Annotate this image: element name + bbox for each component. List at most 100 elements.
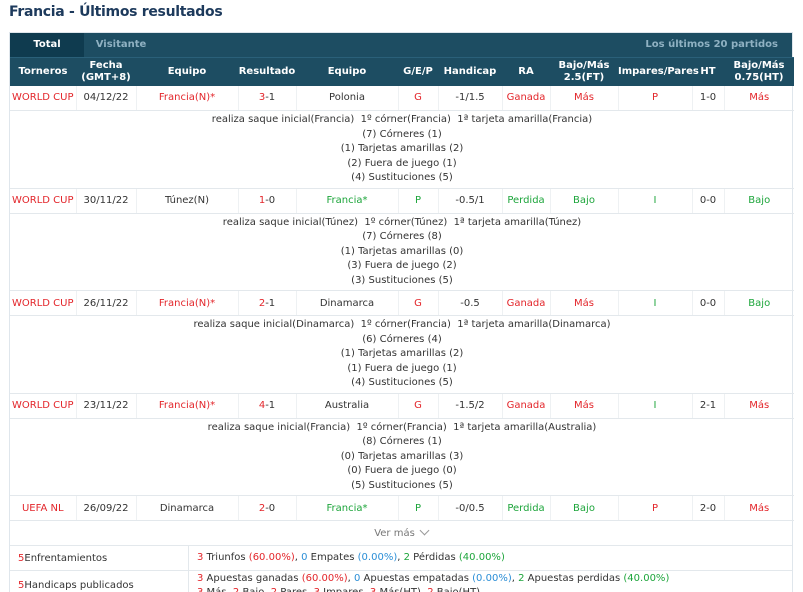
score-home: 2 — [258, 297, 266, 309]
match-score[interactable]: 3-1 — [238, 85, 297, 111]
pct: (0.00%) — [472, 572, 512, 584]
away-team-link[interactable]: Francia* — [296, 495, 399, 521]
match-row: WORLD CUP 23/11/22 Francia(N)* 4-1 Australia… — [10, 393, 794, 419]
column-header: Handicap — [438, 57, 502, 86]
count: 2 — [270, 586, 278, 592]
last-matches-selector[interactable]: Los últimos 20 partidos — [645, 39, 778, 50]
over-under-ht: Bajo — [724, 290, 794, 316]
score-away: -0 — [265, 502, 276, 514]
over-under-ht: Más — [724, 495, 794, 521]
match-score[interactable]: 1-0 — [238, 188, 297, 214]
match-date: 26/09/22 — [76, 495, 137, 521]
count: 2 — [403, 552, 410, 563]
half-time-score: 2-1 — [692, 393, 725, 419]
detail-line: (7) Córneres (1) — [362, 128, 442, 140]
away-team-link[interactable]: Francia* — [296, 188, 399, 214]
label: Apuestas ganadas — [203, 572, 302, 584]
home-team-link[interactable]: Francia(N)* — [136, 290, 239, 316]
tab-visitante[interactable]: Visitante — [95, 39, 147, 50]
detail-line: (8) Córneres (1) — [362, 436, 442, 447]
result-gep: G — [398, 290, 439, 316]
away-team-link[interactable]: Australia — [296, 393, 399, 419]
match-date: 23/11/22 — [76, 393, 137, 419]
column-header: Fecha (GMT+8) — [76, 57, 136, 86]
half-time-score: 0-0 — [692, 290, 725, 316]
away-team-link[interactable]: Polonia — [296, 85, 399, 111]
half-time-score: 1-0 — [692, 85, 725, 111]
ver-mas-label: Ver más — [374, 528, 415, 539]
label: Impares, — [319, 586, 370, 592]
detail-line: realiza saque inicial(Francia) 1º córner… — [211, 114, 593, 125]
detail-line: (4) Sustituciones (5) — [351, 377, 453, 388]
handicap-value: -1.5/2 — [438, 393, 503, 419]
results-table: Torneros Fecha (GMT+8) Equipo Resultado Equi… — [10, 57, 794, 521]
summary-enfrentamientos: 5 Enfrentamientos 3 Triunfos (60.00%), 0… — [10, 546, 792, 571]
summary-line2: 3 Más, 2 Bajo, 2 Pares, 3 Impares, 3 Más… — [197, 586, 669, 592]
match-detail: realiza saque inicial(Francia) 1º córner… — [10, 110, 794, 189]
column-header: HT — [692, 57, 724, 86]
score-home: 3 — [258, 92, 266, 104]
count: 3 — [197, 586, 204, 592]
match-detail: realiza saque inicial(Dinamarca) 1º córn… — [10, 315, 794, 394]
match-detail-row: realiza saque inicial(Francia) 1º córner… — [10, 418, 794, 496]
column-header: Resultado — [238, 57, 296, 86]
count: 3 — [313, 586, 320, 592]
match-detail-row: realiza saque inicial(Dinamarca) 1º córn… — [10, 315, 794, 394]
detail-line: realiza saque inicial(Francia) 1º córner… — [207, 421, 597, 433]
ver-mas-button[interactable]: Ver más — [10, 521, 792, 546]
handicap-value: -0.5/1 — [438, 188, 503, 214]
count: 5 — [18, 552, 25, 564]
match-score[interactable]: 2-0 — [238, 495, 297, 521]
odd-even: I — [618, 393, 693, 419]
summary-label: 5 Handicaps publicados — [10, 571, 189, 592]
tournament-link[interactable]: WORLD CUP — [10, 85, 77, 111]
column-header: Equipo — [296, 57, 398, 86]
home-team-link[interactable]: Dinamarca — [136, 495, 239, 521]
tab-bar: Total Visitante Los últimos 20 partidos — [10, 33, 792, 57]
home-team-link[interactable]: Francia(N)* — [136, 85, 239, 111]
result-gep: P — [398, 188, 439, 214]
over-under-ft: Bajo — [550, 495, 619, 521]
home-team-link[interactable]: Túnez(N) — [136, 188, 239, 214]
detail-line: (0) Fuera de juego (0) — [347, 465, 457, 476]
match-date: 04/12/22 — [76, 85, 137, 111]
match-row: WORLD CUP 04/12/22 Francia(N)* 3-1 Polonia G -… — [10, 85, 794, 111]
summary-handicaps: 5 Handicaps publicados 3 Apuestas ganada… — [10, 571, 792, 592]
ra-value: Ganada — [502, 85, 551, 111]
tournament-link[interactable]: WORLD CUP — [10, 290, 77, 316]
tab-total[interactable]: Total — [10, 33, 84, 57]
odd-even: I — [618, 290, 693, 316]
odd-even: I — [618, 188, 693, 214]
tournament-link[interactable]: UEFA NL — [10, 495, 77, 521]
home-team-link[interactable]: Francia(N)* — [136, 393, 239, 419]
match-date: 30/11/22 — [76, 188, 137, 214]
match-score[interactable]: 4-1 — [238, 393, 297, 419]
table-header-row: Torneros Fecha (GMT+8) Equipo Resultado Equi… — [10, 57, 794, 86]
results-panel: Total Visitante Los últimos 20 partidos … — [9, 32, 794, 592]
label: Bajo(HT) — [433, 586, 481, 592]
label: Más, — [203, 586, 233, 592]
score-away: -0 — [265, 195, 276, 206]
match-score[interactable]: 2-1 — [238, 290, 297, 316]
count: 3 — [197, 552, 204, 563]
result-gep: G — [398, 85, 439, 111]
over-under-ft: Bajo — [550, 188, 619, 214]
result-gep: G — [398, 393, 439, 419]
handicap-value: -1/1.5 — [438, 85, 503, 111]
column-header: Bajo/Más 2.5(FT) — [550, 57, 618, 86]
over-under-ht: Bajo — [724, 188, 794, 214]
column-header: Torneros — [10, 57, 76, 86]
label: Pares, — [277, 586, 314, 592]
tournament-link[interactable]: WORLD CUP — [10, 393, 77, 419]
pct: (40.00%) — [623, 572, 670, 584]
tournament-link[interactable]: WORLD CUP — [10, 188, 77, 214]
count: 5 — [18, 580, 25, 591]
ra-value: Ganada — [502, 290, 551, 316]
count: 3 — [197, 572, 204, 584]
detail-line: (7) Córneres (8) — [362, 231, 442, 242]
count: 2 — [427, 586, 434, 592]
away-team-link[interactable]: Dinamarca — [296, 290, 399, 316]
over-under-ht: Más — [724, 85, 794, 111]
label: Más(HT), — [376, 586, 428, 592]
ra-value: Ganada — [502, 393, 551, 419]
